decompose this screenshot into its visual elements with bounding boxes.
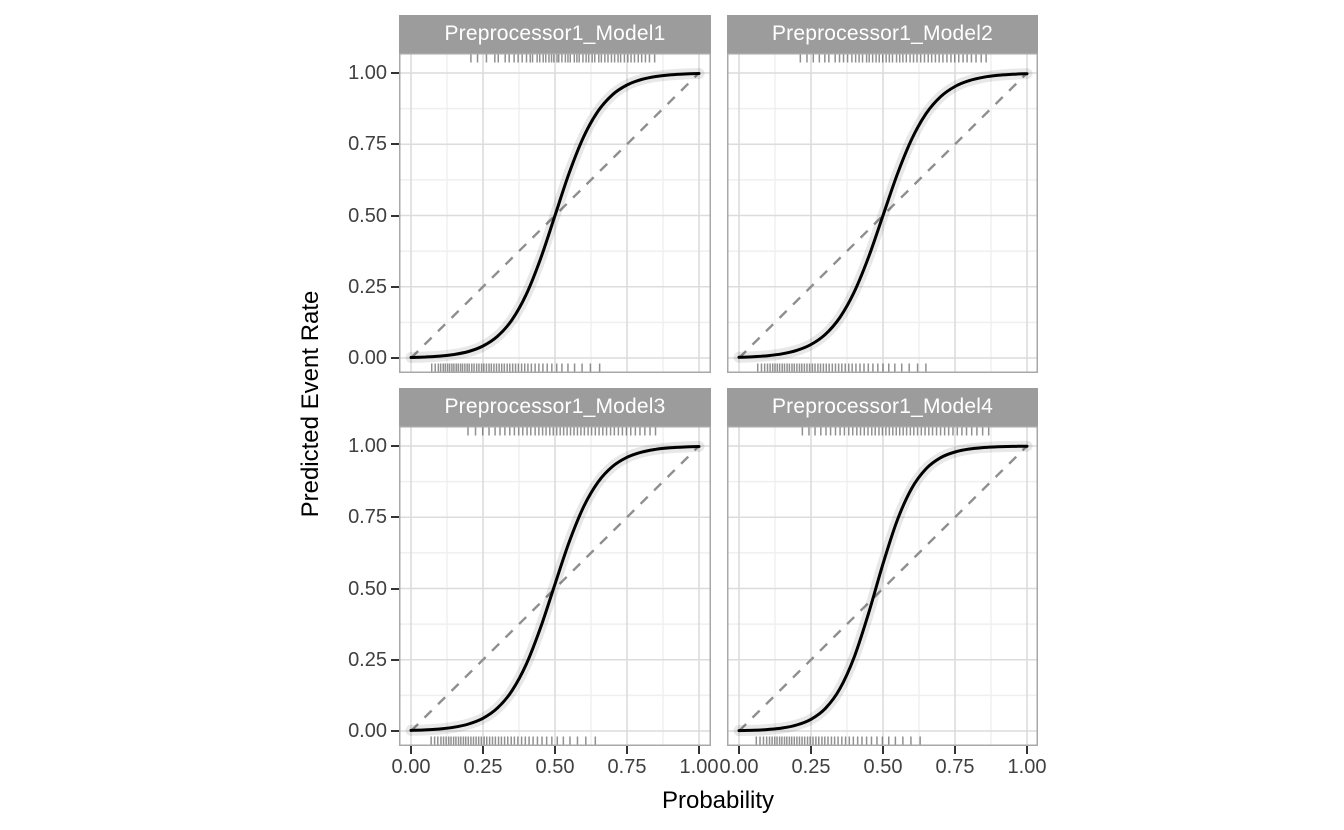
x-tick-label: 1.00 [679, 756, 719, 778]
y-tick-label: 0.75 [348, 506, 387, 529]
y-tick-mark [391, 214, 399, 217]
calibration-curve [409, 445, 701, 732]
y-tick-mark [391, 587, 399, 590]
x-tick-label: 0.25 [463, 756, 503, 778]
y-tick-mark [391, 658, 399, 661]
facet-panel [727, 426, 1038, 746]
facet-panel [399, 53, 711, 373]
y-tick-label: 0.25 [348, 275, 387, 298]
x-tick-mark [554, 746, 556, 754]
x-tick-mark [626, 746, 628, 754]
facet-strip: Preprocessor1_Model2 [727, 15, 1038, 53]
x-tick-label: 0.25 [791, 756, 831, 778]
y-tick-label: 0.50 [348, 577, 387, 600]
panel-border [727, 53, 1038, 373]
y-tick-mark [391, 285, 399, 288]
y-tick-label: 1.00 [348, 62, 387, 84]
y-tick-label: 1.00 [348, 435, 387, 457]
x-tick-label: 1.00 [1007, 756, 1047, 778]
x-tick-mark [1026, 746, 1028, 754]
x-tick-mark [482, 746, 484, 754]
facet-strip: Preprocessor1_Model4 [727, 388, 1038, 426]
y-tick-mark [391, 357, 399, 359]
calibration-curve [409, 72, 701, 359]
facet-panel [399, 426, 711, 746]
panel-border [727, 426, 1038, 746]
y-tick-label: 0.75 [348, 133, 387, 156]
x-tick-label: 0.50 [863, 756, 903, 778]
x-axis-title: Probability [661, 787, 775, 814]
x-tick-mark [810, 746, 812, 754]
y-tick-mark [391, 516, 399, 519]
facet-strip: Preprocessor1_Model1 [399, 15, 711, 53]
panel-border [399, 53, 711, 373]
x-tick-mark [410, 746, 412, 754]
panel-border [399, 426, 711, 746]
y-tick-mark [391, 143, 399, 146]
x-tick-label: 0.00 [719, 756, 759, 778]
x-tick-mark [698, 746, 700, 754]
x-tick-mark [954, 746, 956, 754]
calibration-curve [737, 72, 1029, 359]
y-tick-label: 0.00 [348, 347, 387, 369]
y-tick-label: 0.00 [348, 720, 387, 742]
x-tick-mark [882, 746, 884, 754]
x-tick-label: 0.75 [607, 756, 647, 778]
y-tick-mark [391, 72, 399, 74]
facet-panel [727, 53, 1038, 373]
x-tick-label: 0.75 [935, 756, 975, 778]
x-tick-label: 0.50 [535, 756, 575, 778]
x-tick-mark [738, 746, 740, 754]
y-tick-mark [391, 730, 399, 732]
facet-strip: Preprocessor1_Model3 [399, 388, 711, 426]
y-tick-mark [391, 445, 399, 447]
calibration-curve [737, 444, 1029, 733]
y-axis-title: Predicted Event Rate [297, 290, 324, 518]
y-tick-label: 0.50 [348, 204, 387, 227]
x-tick-label: 0.00 [391, 756, 431, 778]
y-tick-label: 0.25 [348, 648, 387, 671]
